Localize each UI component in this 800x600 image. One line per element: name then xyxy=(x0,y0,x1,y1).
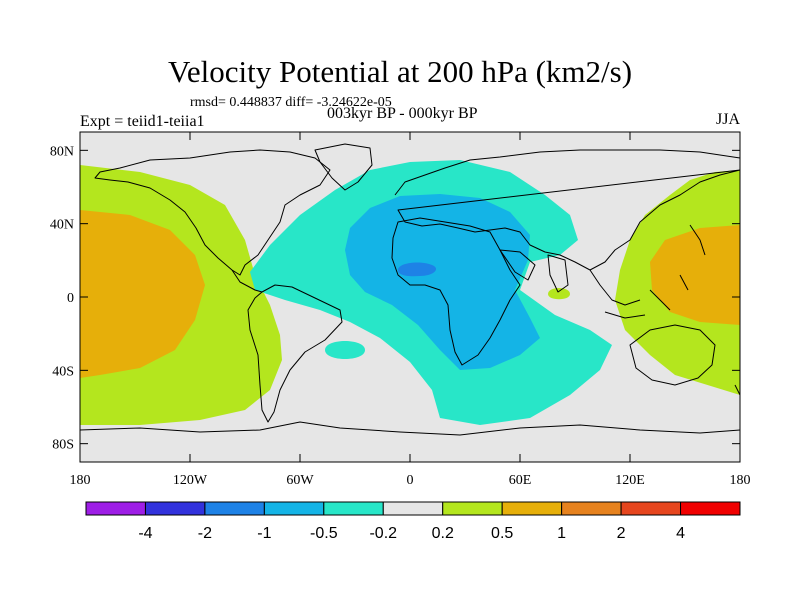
colorbar-box xyxy=(263,501,325,516)
y-tick-label: 40N xyxy=(50,218,74,233)
coastlines xyxy=(80,143,740,436)
axis-ticks: 180 120W 60W 0 60E 120E 180 80N 40N 0 40S 80S xyxy=(50,132,751,488)
coastline-africa xyxy=(391,217,521,366)
y-tick-label: 80N xyxy=(50,144,74,159)
colorbar-label: 4 xyxy=(676,525,685,542)
contour-fill-layer xyxy=(80,143,740,436)
y-tick-label: 40S xyxy=(52,364,74,379)
coastline-arabia-india xyxy=(499,249,569,293)
coastline-south-america xyxy=(247,284,343,423)
colorbar-box xyxy=(144,501,206,516)
colorbar-label: -4 xyxy=(138,525,152,542)
map-panel: 180 120W 60W 0 60E 120E 180 80N 40N 0 40S 80S xyxy=(50,131,751,488)
colorbar-label: -1 xyxy=(257,525,271,542)
colorbar-box xyxy=(85,501,146,516)
stats-line: rmsd= 0.448837 diff= -3.24622e-05 xyxy=(190,95,392,110)
x-tick-label: 180 xyxy=(70,473,91,488)
coastline-antarctica xyxy=(80,421,740,436)
colorbar-box xyxy=(620,501,682,516)
colorbar-box xyxy=(680,501,741,516)
x-tick-label: 120E xyxy=(615,473,645,488)
coastline-australia xyxy=(629,324,716,386)
coastline-greenland xyxy=(314,143,373,191)
x-tick-label: 0 xyxy=(407,473,414,488)
coastline-japan-philippines xyxy=(679,224,706,291)
colorbar-label: 0.5 xyxy=(491,525,513,542)
colorbar-box xyxy=(501,501,563,516)
experiment-label: Expt = teiid1-teiia1 xyxy=(80,113,205,130)
y-tick-label: 80S xyxy=(52,438,74,453)
coastline-southeast-asia xyxy=(589,269,671,319)
strong-positive-region-east xyxy=(650,225,740,325)
colorbar-box xyxy=(561,501,622,516)
positive-blob-indian-ocean xyxy=(548,288,570,300)
x-tick-label: 180 xyxy=(730,473,751,488)
colorbar-box xyxy=(442,501,503,516)
moderate-negative-region-africa xyxy=(345,194,540,370)
x-tick-label: 60W xyxy=(286,473,314,488)
colorbar-label: 0.2 xyxy=(432,525,454,542)
strong-negative-core-sahara xyxy=(398,262,437,277)
colorbar: -4 -2 -1 -0.5 -0.2 0.2 0.5 1 2 4 xyxy=(85,501,741,542)
colorbar-label: -0.5 xyxy=(310,525,338,542)
negative-blob-south-atlantic xyxy=(325,341,365,359)
colorbar-label: -2 xyxy=(198,525,212,542)
plot-title: Velocity Potential at 200 hPa (km2/s) xyxy=(167,54,633,89)
x-tick-label: 60E xyxy=(509,473,532,488)
colorbar-box xyxy=(204,501,265,516)
colorbar-box xyxy=(323,501,384,516)
y-tick-label: 0 xyxy=(67,291,74,306)
coastline-new-zealand xyxy=(734,384,740,396)
colorbar-label: 1 xyxy=(557,525,566,542)
x-tick-label: 120W xyxy=(173,473,208,488)
colorbar-label: -0.2 xyxy=(369,525,397,542)
subtitle: 003kyr BP - 000kyr BP xyxy=(327,105,478,122)
coastline-north-america xyxy=(94,149,331,276)
season-label: JJA xyxy=(715,111,740,128)
coastline-central-america xyxy=(231,269,263,293)
coastline-eurasia xyxy=(394,149,740,271)
strong-positive-region-west xyxy=(80,210,205,378)
colorbar-box xyxy=(382,501,444,516)
colorbar-label: 2 xyxy=(617,525,626,542)
